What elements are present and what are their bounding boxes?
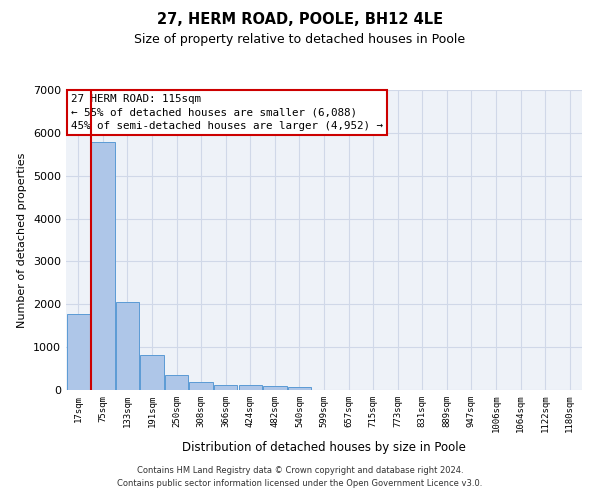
Bar (190, 382, 213, 390)
Text: Contains HM Land Registry data © Crown copyright and database right 2024.
Contai: Contains HM Land Registry data © Crown c… (118, 466, 482, 487)
Bar (288, 387, 311, 390)
Bar (214, 385, 238, 390)
Bar (91, 142, 115, 390)
Y-axis label: Number of detached properties: Number of detached properties (17, 152, 28, 328)
Text: 27 HERM ROAD: 115sqm
← 55% of detached houses are smaller (6,088)
45% of semi-de: 27 HERM ROAD: 115sqm ← 55% of detached h… (71, 94, 383, 131)
Bar (239, 386, 262, 390)
Bar (165, 376, 188, 390)
X-axis label: Distribution of detached houses by size in Poole: Distribution of detached houses by size … (182, 441, 466, 454)
Bar (67, 314, 90, 390)
Text: 27, HERM ROAD, POOLE, BH12 4LE: 27, HERM ROAD, POOLE, BH12 4LE (157, 12, 443, 28)
Bar (140, 355, 164, 390)
Bar (116, 302, 139, 390)
Bar (263, 386, 287, 390)
Text: Size of property relative to detached houses in Poole: Size of property relative to detached ho… (134, 32, 466, 46)
